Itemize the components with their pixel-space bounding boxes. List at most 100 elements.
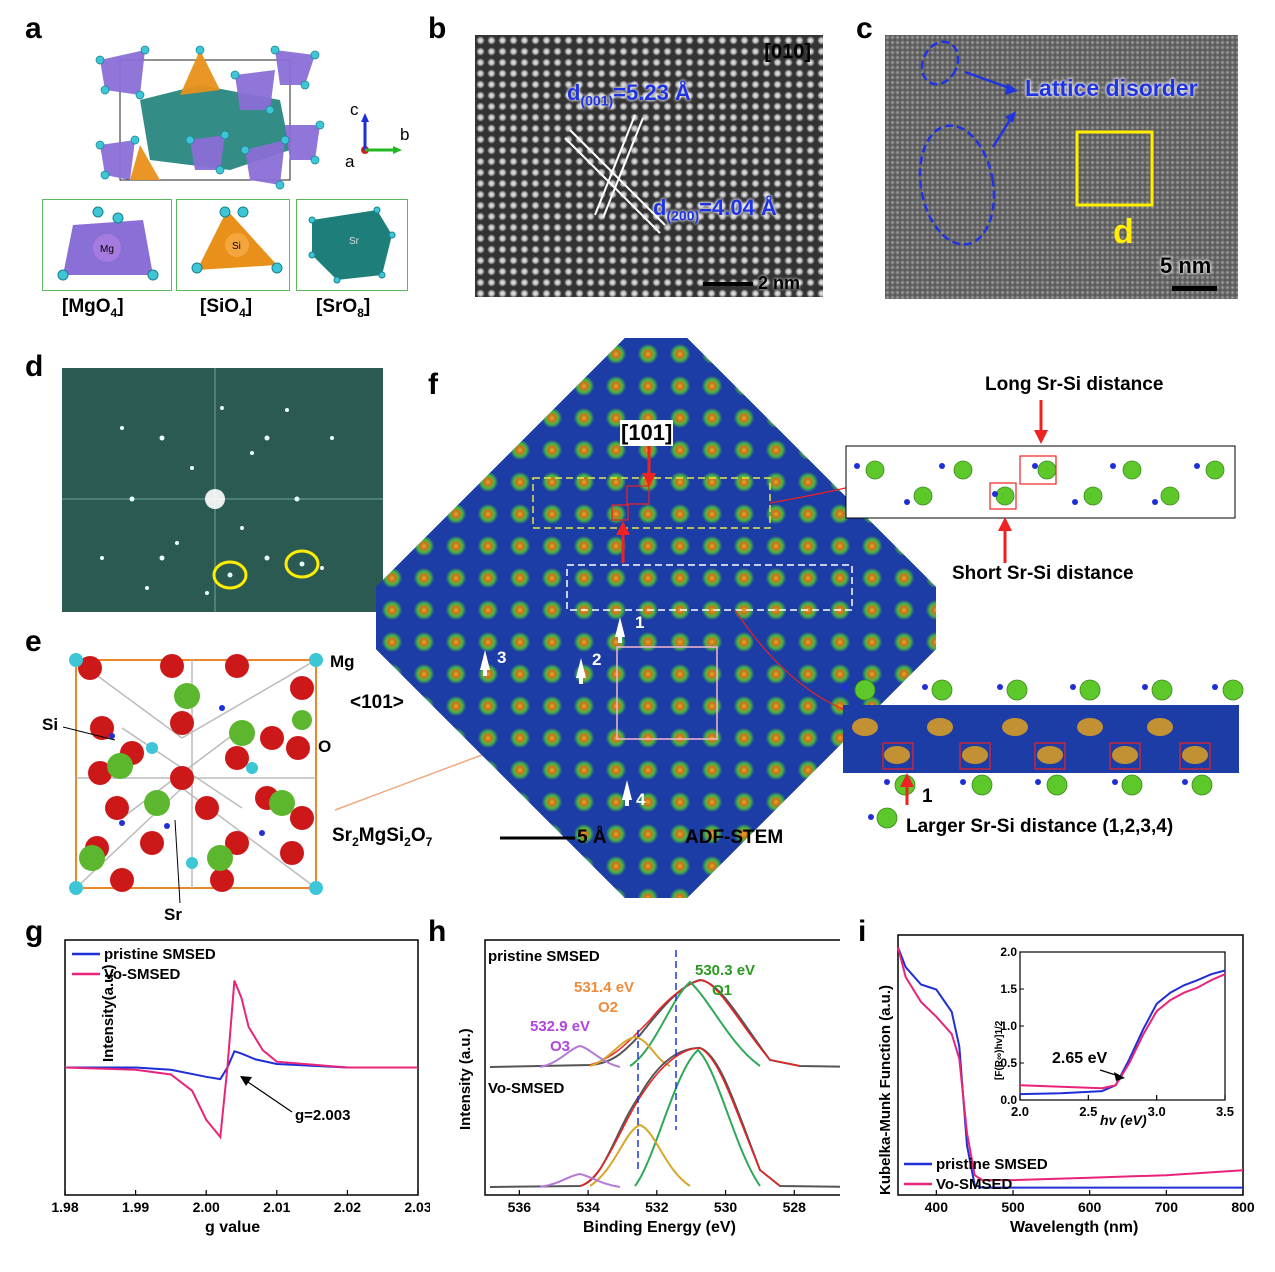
- inset-ylabel-i: [F(R∞)hv]1/2: [994, 1020, 1005, 1080]
- arrow-label-4: 4: [636, 790, 646, 809]
- arrow-label-2: 2: [592, 650, 602, 669]
- ylabel-g: Intensity(a.u.): [100, 964, 117, 1062]
- long-distance-title: Long Sr-Si distance: [985, 374, 1164, 395]
- legend-g-1: Vo-SMSED: [104, 966, 181, 983]
- g-value-annotation: g=2.003: [295, 1107, 350, 1124]
- panel-h-label: h: [428, 915, 447, 948]
- larger-distance-inset: [842, 679, 1244, 829]
- atom-label-mg: Mg: [330, 652, 355, 671]
- chart-i-xtick-label-0: 400: [925, 1199, 949, 1215]
- chart-g-xtick-label-5: 2.03: [404, 1199, 430, 1215]
- hrtem-image-b: [010] d(001)=5.23 Å d(200)=4.04 Å 2 nm: [475, 35, 823, 297]
- chart-i-series-1: [897, 947, 1244, 1182]
- chart-g-series-0: [65, 1050, 418, 1081]
- larger-distance-legend: Larger Sr-Si distance (1,2,3,4): [906, 816, 1174, 837]
- scale-bar-f: 5 Å: [577, 827, 607, 848]
- long-short-inset: [845, 400, 1236, 563]
- chart-h-xtick-label-0: 536: [508, 1199, 532, 1215]
- stem-overlays: [480, 440, 853, 840]
- scale-bar-b: 2 nm: [758, 273, 801, 293]
- panel-a-label: a: [25, 12, 42, 45]
- axis-a-label: a: [345, 152, 355, 171]
- zone-axis-e: <101>: [350, 692, 404, 713]
- panel-i-label: i: [858, 915, 867, 948]
- chart-g-xtick-label-4: 2.02: [334, 1199, 361, 1215]
- arrow-label-1: 1: [635, 613, 645, 632]
- chart-h-xtick-label-1: 534: [576, 1199, 600, 1215]
- inset-xlabel-i: hv (eV): [1100, 1112, 1147, 1128]
- xlabel-h: Binding Energy (eV): [583, 1219, 736, 1236]
- sio4-center-label: Si: [232, 241, 241, 252]
- chart-i-inset-series-0: [1019, 969, 1226, 1096]
- atom-label-o: O: [318, 737, 332, 756]
- panel-d-label: d: [25, 350, 44, 383]
- crystal-structure-a: c a b: [95, 45, 409, 190]
- sro8-box: Sr: [296, 199, 408, 291]
- chart-g: 1.98 1.99 2.00 2.01 2.02 2.03 Intensity(a.u.)…: [51, 939, 430, 1236]
- chart-g-xtick-label-1: 1.99: [122, 1199, 149, 1215]
- formula-e: Sr2MgSi2O7: [332, 825, 433, 849]
- chart-g-xtick-label-3: 2.01: [263, 1199, 290, 1215]
- mode-label-f: ADF-STEM: [685, 827, 784, 848]
- sio4-box: Si: [176, 199, 290, 291]
- scale-bar-c: 5 nm: [1160, 253, 1212, 278]
- arrow-label-3: 3: [497, 648, 507, 667]
- chart-i-xtick-label-4: 800: [1231, 1199, 1255, 1215]
- d200-label: d(200)=4.04 Å: [653, 195, 777, 224]
- chart-g-xtick-label-2: 2.00: [193, 1199, 220, 1215]
- chart-i-xtick-label-2: 600: [1078, 1199, 1102, 1215]
- chart-i-inset-ytick-label-4: 2.0: [1000, 945, 1017, 959]
- short-distance-title: Short Sr-Si distance: [952, 563, 1134, 584]
- zone-axis-f: [101]: [620, 420, 674, 446]
- box-d-label: d: [1113, 213, 1134, 251]
- atom-label-si: Si: [42, 715, 59, 734]
- sro8-center-label: Sr: [349, 236, 360, 247]
- chart-g-series-1: [64, 980, 418, 1140]
- lattice-disorder-label: Lattice disorder: [1025, 75, 1198, 101]
- panel-b-label: b: [428, 12, 447, 45]
- peak-o3-name: O3: [550, 1038, 570, 1055]
- chart-h-xtick-label-4: 528: [783, 1199, 807, 1215]
- chart-i-inset-series-1: [1019, 973, 1226, 1090]
- d001-label: d(001)=5.23 Å: [567, 80, 691, 109]
- hrtem-image-c: Lattice disorder d 5 nm: [885, 35, 1238, 299]
- panel-f-label: f: [428, 368, 438, 401]
- peak-o1-name: O1: [712, 982, 732, 999]
- chart-g-xtick-label-0: 1.98: [51, 1199, 78, 1215]
- legend-i-0: pristine SMSED: [936, 1156, 1048, 1173]
- h-bottom-title: Vo-SMSED: [488, 1080, 565, 1097]
- chart-i-inset-ytick-label-2: 1.0: [1000, 1019, 1017, 1033]
- zone-axis-b: [010]: [764, 41, 811, 63]
- chart-i-inset-xtick-label-0: 2.0: [1011, 1104, 1029, 1119]
- chart-h: 536534532530528526 pristine SMSED Vo-SMS…: [457, 939, 840, 1236]
- sro8-label: [SrO8]: [316, 296, 371, 320]
- mgo4-label: [MgO4]: [62, 296, 124, 320]
- chart-i: 400 500 600 700 800 Kubelka-Munk Function (a…: [877, 934, 1255, 1236]
- peak-o2-name: O2: [598, 999, 618, 1016]
- panel-e-label: e: [25, 625, 42, 658]
- fft-image-d: [62, 368, 383, 612]
- ylabel-h: Intensity (a.u.): [457, 1028, 474, 1130]
- mgo4-box: Mg: [42, 199, 172, 291]
- legend-i-1: Vo-SMSED: [936, 1176, 1013, 1193]
- axis-c-label: c: [350, 100, 359, 119]
- atom-pointer-lines: [62, 726, 181, 904]
- chart-i-inset-ytick-label-3: 1.5: [1000, 982, 1017, 996]
- sio4-label: [SiO4]: [200, 296, 253, 320]
- chart-i-inset-ytick-label-1: 0.5: [1000, 1056, 1017, 1070]
- mgo4-center-label: Mg: [100, 244, 114, 255]
- peak-o2-energy: 531.4 eV: [574, 979, 634, 996]
- ylabel-i: Kubelka-Munk Function (a.u.): [877, 985, 894, 1195]
- inset-annotation-i: 2.65 eV: [1052, 1050, 1107, 1067]
- axis-b-label: b: [400, 125, 409, 144]
- atom-label-sr: Sr: [164, 905, 182, 924]
- chart-i-inset-ytick-label-0: 0.0: [1000, 1093, 1017, 1107]
- chart-i-inset-xtick-label-1: 2.5: [1079, 1104, 1097, 1119]
- chart-i-series-0: [897, 947, 1243, 1189]
- panel-c-label: c: [856, 12, 873, 45]
- chart-h-xtick-label-2: 532: [645, 1199, 669, 1215]
- chart-i-inset-xtick-label-2: 3.0: [1148, 1104, 1166, 1119]
- legend-g-0: pristine SMSED: [104, 946, 216, 963]
- peak-o3-energy: 532.9 eV: [530, 1018, 590, 1035]
- h-top-title: pristine SMSED: [488, 948, 600, 965]
